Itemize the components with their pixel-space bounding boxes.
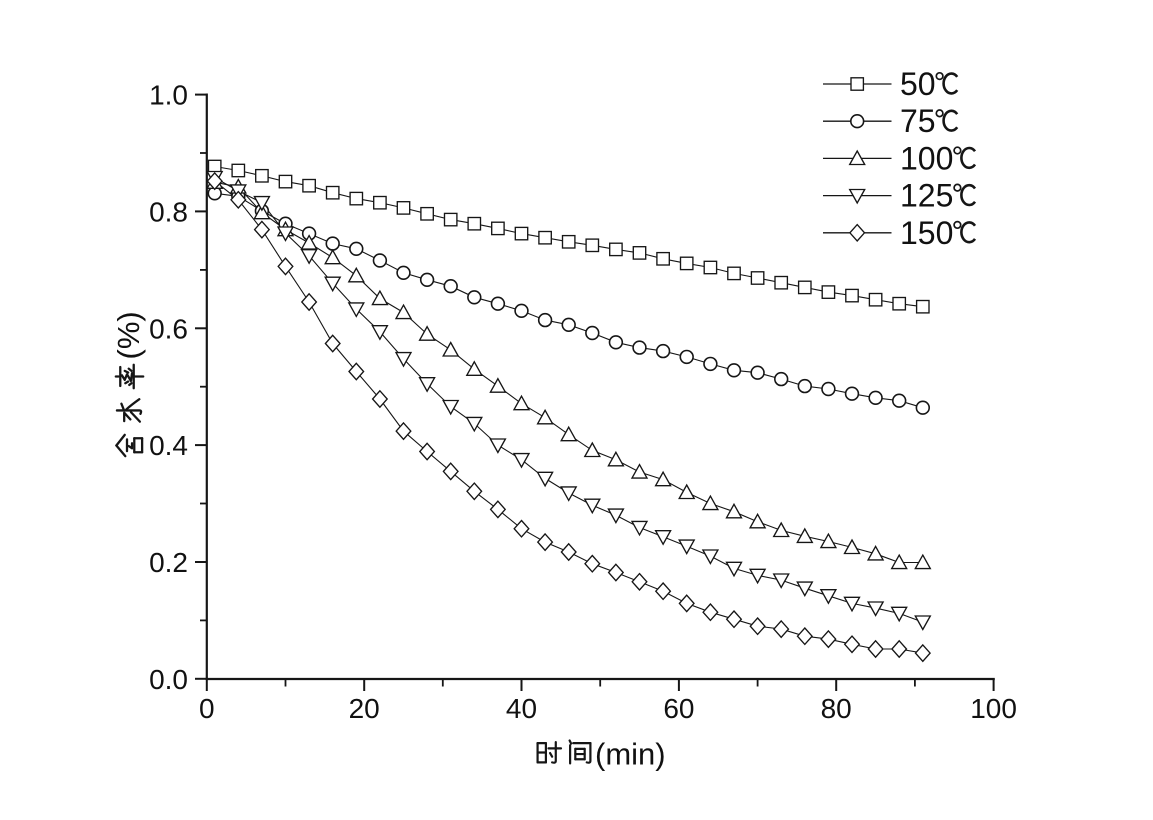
svg-text:0.4: 0.4 <box>149 430 188 461</box>
svg-text:40: 40 <box>506 693 537 724</box>
svg-text:150: 150 <box>900 215 953 251</box>
svg-text:100: 100 <box>970 693 1017 724</box>
svg-text:(min): (min) <box>595 737 666 772</box>
svg-text:0.0: 0.0 <box>149 664 188 695</box>
svg-text:60: 60 <box>663 693 694 724</box>
svg-text:20: 20 <box>349 693 380 724</box>
svg-text:1.0: 1.0 <box>149 80 188 111</box>
svg-text:100: 100 <box>900 140 953 176</box>
svg-text:0: 0 <box>199 693 215 724</box>
svg-text:80: 80 <box>821 693 852 724</box>
svg-text:125: 125 <box>900 178 953 214</box>
svg-text:50: 50 <box>900 66 936 102</box>
svg-text:0.2: 0.2 <box>149 547 188 578</box>
svg-text:0.8: 0.8 <box>149 196 188 227</box>
svg-text:(%): (%) <box>111 311 146 359</box>
svg-text:75: 75 <box>900 103 936 139</box>
svg-text:0.6: 0.6 <box>149 313 188 344</box>
